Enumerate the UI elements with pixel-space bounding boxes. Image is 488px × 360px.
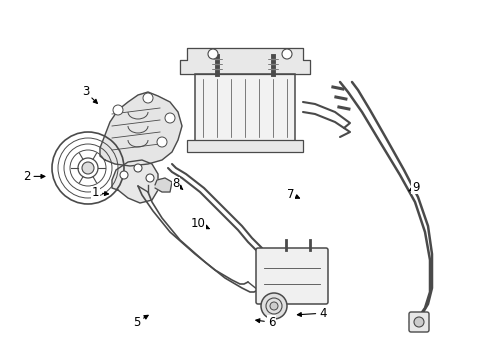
Circle shape xyxy=(413,317,423,327)
Text: 3: 3 xyxy=(81,85,97,103)
Circle shape xyxy=(164,113,175,123)
Circle shape xyxy=(282,49,291,59)
Circle shape xyxy=(134,164,142,172)
Polygon shape xyxy=(155,178,172,192)
Text: 1: 1 xyxy=(91,186,108,199)
Text: 4: 4 xyxy=(297,307,326,320)
Text: 8: 8 xyxy=(172,177,183,190)
Polygon shape xyxy=(180,48,309,74)
Text: 10: 10 xyxy=(190,217,209,230)
Circle shape xyxy=(261,293,286,319)
Text: 2: 2 xyxy=(23,170,45,183)
Text: 5: 5 xyxy=(133,315,148,329)
Text: 7: 7 xyxy=(286,188,299,201)
Circle shape xyxy=(269,302,278,310)
FancyBboxPatch shape xyxy=(256,248,327,304)
FancyBboxPatch shape xyxy=(186,140,303,152)
FancyBboxPatch shape xyxy=(408,312,428,332)
Text: 9: 9 xyxy=(408,181,419,194)
Circle shape xyxy=(157,137,167,147)
Circle shape xyxy=(82,162,94,174)
Circle shape xyxy=(146,174,154,182)
Circle shape xyxy=(142,93,153,103)
Polygon shape xyxy=(112,160,158,203)
Text: 6: 6 xyxy=(255,316,275,329)
Circle shape xyxy=(120,171,128,179)
Circle shape xyxy=(207,49,218,59)
Circle shape xyxy=(113,105,123,115)
FancyBboxPatch shape xyxy=(195,74,294,142)
Polygon shape xyxy=(100,92,182,166)
